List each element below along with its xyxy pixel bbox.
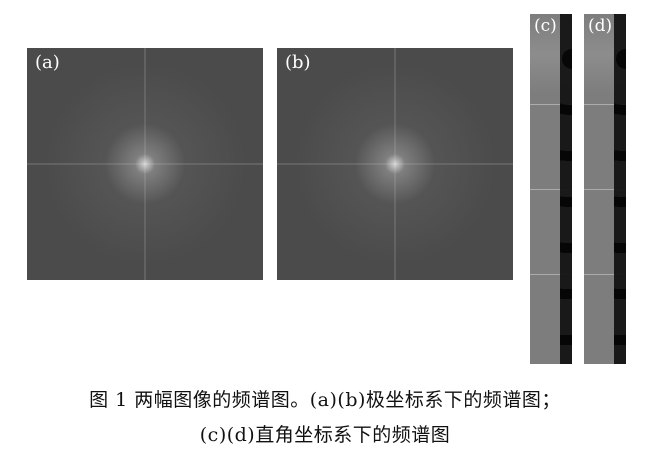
panel-c-separator (530, 189, 572, 190)
panel-label-c: (c) (534, 16, 557, 36)
panel-d-separator (584, 104, 626, 105)
spectrum-panel-c: (c) (530, 14, 572, 364)
spectrum-panel-b: (b) (277, 48, 513, 280)
panel-c-separator (530, 104, 572, 105)
spectrum-panel-d: (d) (584, 14, 626, 364)
panel-label-a: (a) (35, 52, 60, 73)
panel-c-separator (530, 274, 572, 275)
figure-caption-line-2: (c)(d)直角坐标系下的频谱图 (199, 424, 451, 446)
panel-d-separator (584, 274, 626, 275)
spectrum-panel-a: (a) (27, 48, 263, 280)
panel-label-b: (b) (285, 52, 311, 73)
panel-label-d: (d) (588, 16, 613, 36)
panel-d-separator (584, 189, 626, 190)
figure-caption-line-1: 图 1 两幅图像的频谱图。(a)(b)极坐标系下的频谱图； (89, 389, 561, 411)
